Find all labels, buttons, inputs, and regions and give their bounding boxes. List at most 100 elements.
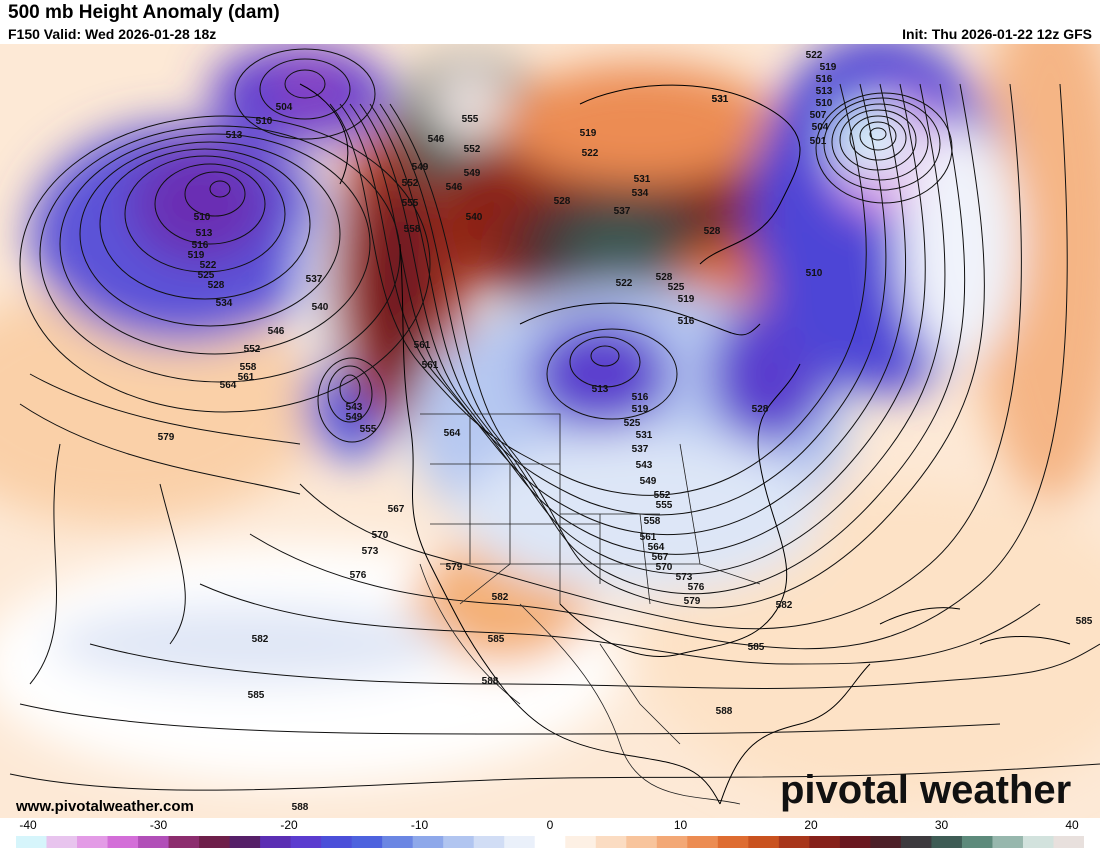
contour-label: 552 <box>464 144 481 155</box>
colorbar-swatch <box>656 836 688 848</box>
contour-label: 555 <box>656 500 673 511</box>
contour-label: 537 <box>614 206 631 217</box>
contour-label: 537 <box>632 444 649 455</box>
contour-label: 504 <box>276 102 293 113</box>
colorbar-swatch <box>626 836 658 848</box>
contour-label: 504 <box>812 122 829 133</box>
contour-label: 570 <box>372 530 389 541</box>
contour-label: 567 <box>652 552 669 563</box>
colorbar-swatch <box>77 836 109 848</box>
colorbar-swatch <box>534 836 566 848</box>
contour-label: 552 <box>402 178 419 189</box>
colorbar-swatch <box>1022 836 1054 848</box>
colorbar-tick: -30 <box>149 818 168 832</box>
map-title: 500 mb Height Anomaly (dam) <box>8 2 280 23</box>
contour-label: 585 <box>488 634 505 645</box>
contour-label: 528 <box>208 280 225 291</box>
contour-label: 573 <box>362 546 379 557</box>
contour-label: 549 <box>346 412 363 423</box>
coastlines <box>299 83 1071 805</box>
contour-label: 519 <box>580 128 597 139</box>
colorbar-swatch <box>809 836 841 848</box>
anomaly-map: 504 510 513 510 513 516 519 522 525 528 534 537 540 5… <box>0 44 1100 818</box>
contour-label: 558 <box>240 362 257 373</box>
contour-label: 552 <box>654 490 671 501</box>
colorbar-swatch <box>290 836 322 848</box>
contour-label: 513 <box>816 86 833 97</box>
contour-label: 540 <box>312 302 329 313</box>
contour-label: 564 <box>648 542 665 553</box>
contour-label: 564 <box>220 380 237 391</box>
contour-label: 516 <box>192 240 209 251</box>
contour-label: 567 <box>388 504 405 515</box>
colorbar-swatch <box>443 836 475 848</box>
colorbar-swatch <box>412 836 444 848</box>
contour-label: 522 <box>200 260 217 271</box>
contour-label: 561 <box>414 340 431 351</box>
contour-label: 531 <box>712 94 729 105</box>
contour-label: 519 <box>632 404 649 415</box>
anomaly-shading <box>0 44 1100 818</box>
header: 500 mb Height Anomaly (dam) F150 Valid: … <box>0 0 1100 44</box>
contour-label: 588 <box>716 706 733 717</box>
contour-label: 528 <box>752 404 769 415</box>
colorbar-swatch <box>382 836 414 848</box>
contour-label: 507 <box>810 110 827 121</box>
contour-label: 543 <box>346 402 363 413</box>
colorbar-tick: -40 <box>19 818 37 832</box>
contour-label: 522 <box>582 148 599 159</box>
contour-label: 525 <box>624 418 641 429</box>
contour-label: 546 <box>446 182 463 193</box>
colorbar-tick: 10 <box>673 818 688 832</box>
contour-label: 570 <box>656 562 673 573</box>
contour-label: 579 <box>158 432 175 443</box>
contour-label: 510 <box>816 98 833 109</box>
colorbar-swatch <box>46 836 78 848</box>
contour-label: 561 <box>422 360 439 371</box>
contour-label: 579 <box>446 562 463 573</box>
contour-label: 525 <box>198 270 215 281</box>
colorbar-swatch <box>138 836 170 848</box>
contour-label: 510 <box>194 212 211 223</box>
colorbar-ticks: -40 -30 -20 -10 0 10 20 30 40 <box>0 818 1100 834</box>
contour-label: 516 <box>816 74 833 85</box>
contour-label: 588 <box>482 676 499 687</box>
colorbar-tick: 30 <box>934 818 949 832</box>
contour-label: 573 <box>676 572 693 583</box>
colorbar-swatch <box>992 836 1024 848</box>
colorbar-swatch <box>839 836 871 848</box>
colorbar-swatch <box>748 836 780 848</box>
colorbar-swatch <box>473 836 505 848</box>
height-contours <box>9 48 1100 791</box>
contour-labels: 5045105135105135165195225255285345375405… <box>158 50 1093 813</box>
contour-label: 528 <box>554 196 571 207</box>
contour-label: 510 <box>806 268 823 279</box>
contour-label: 552 <box>244 344 261 355</box>
contour-label: 564 <box>444 428 461 439</box>
colorbar-tick: 0 <box>546 818 554 832</box>
website-label[interactable]: www.pivotalweather.com <box>16 798 194 815</box>
contour-label: 519 <box>188 250 205 261</box>
colorbar-swatch <box>717 836 749 848</box>
contour-label: 531 <box>636 430 653 441</box>
contour-label: 513 <box>592 384 609 395</box>
colorbar-swatch <box>351 836 383 848</box>
colorbar-tick: -20 <box>280 818 298 832</box>
contour-label: 555 <box>360 424 377 435</box>
contour-label: 510 <box>256 116 273 127</box>
contour-label: 555 <box>402 198 419 209</box>
contour-label: 528 <box>704 226 721 237</box>
contour-label: 588 <box>292 802 309 813</box>
colorbar-swatch <box>900 836 932 848</box>
colorbar <box>16 836 1084 848</box>
pivotal-weather-logo: pivotal weather <box>780 768 1072 812</box>
colorbar-swatch <box>199 836 231 848</box>
colorbar-swatch <box>931 836 963 848</box>
colorbar-tick: 40 <box>1065 818 1079 832</box>
contour-label: 585 <box>248 690 265 701</box>
init-time: Init: Thu 2026-01-22 12z GFS <box>902 26 1092 42</box>
colorbar-swatch <box>687 836 719 848</box>
contour-label: 546 <box>428 134 445 145</box>
contour-label: 543 <box>636 460 653 471</box>
contour-label: 585 <box>1076 616 1093 627</box>
